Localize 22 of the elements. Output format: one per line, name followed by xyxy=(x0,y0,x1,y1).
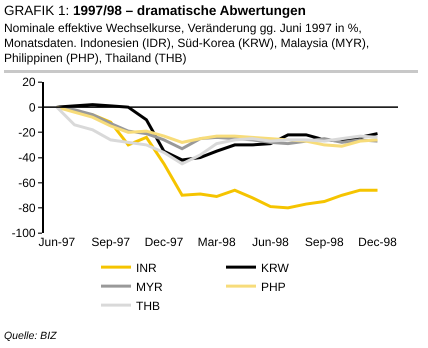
legend-label: INR xyxy=(136,260,157,275)
chart-subtitle: Nominale effektive Wechselkurse, Veränderung gg. Juni 1997 in %, Monatsdaten. Indonesien (IDR), Süd-Korea (KRW), Malaysia (MYR), Philippinen (PHP), Thailand (THB) xyxy=(4,21,370,66)
y-tick-label: -60 xyxy=(18,176,36,190)
x-tick-label: Dec-98 xyxy=(358,235,398,249)
legend-label: KRW xyxy=(261,260,290,275)
x-tick-label: Jun-98 xyxy=(252,235,290,249)
legend-label: PHP xyxy=(261,280,286,294)
legend-label: MYR xyxy=(136,280,163,294)
y-tick-label: 20 xyxy=(22,75,36,90)
x-tick-label: Mar-98 xyxy=(198,235,236,249)
legend-label: THB xyxy=(136,298,160,313)
y-tick-label: 0 xyxy=(28,100,36,114)
y-tick-label: -40 xyxy=(18,150,36,165)
y-tick-label: -100 xyxy=(12,226,36,240)
x-tick-label: Dec-97 xyxy=(144,235,184,249)
x-tick-label: Sep-97 xyxy=(91,235,130,249)
y-tick-label: -20 xyxy=(18,126,36,140)
source-note: Quelle: BIZ xyxy=(4,330,57,342)
x-tick-label: Sep-98 xyxy=(304,235,344,249)
chart-title: GRAFIK 1: 1997/98 – dramatische Abwertungen xyxy=(4,3,306,18)
y-tick-label: -80 xyxy=(18,201,36,216)
x-tick-label: Jun-97 xyxy=(38,235,76,249)
